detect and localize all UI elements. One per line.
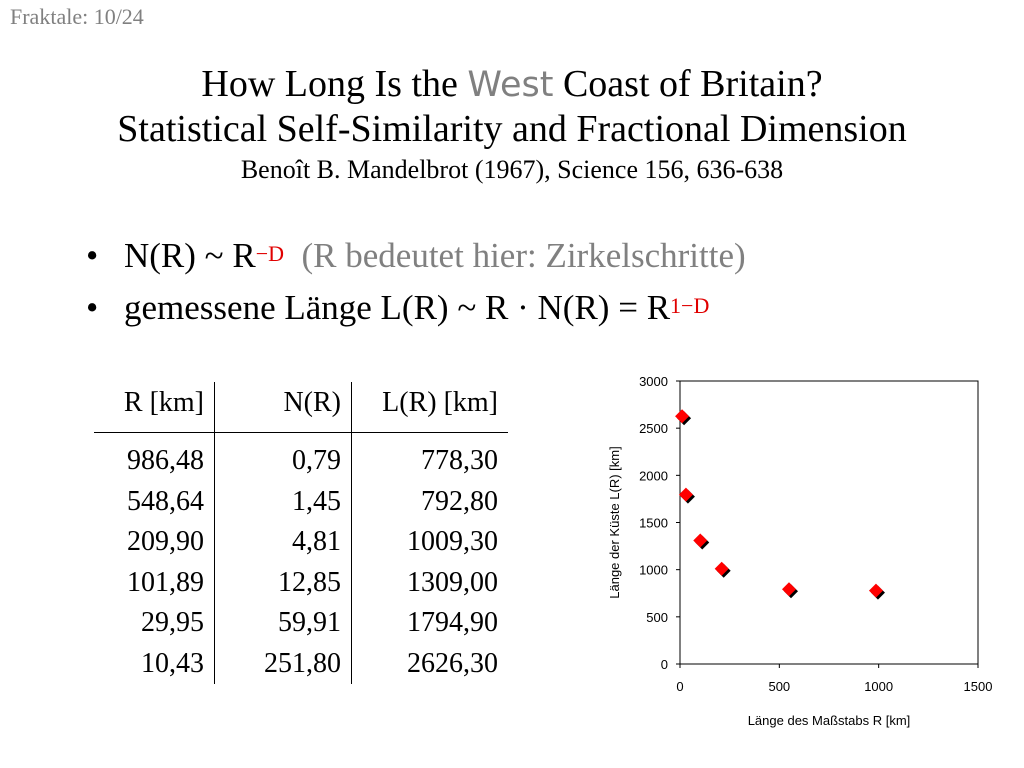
title-suffix: Coast of Britain? [562,63,823,105]
citation: Benoît B. Mandelbrot (1967), Science 156… [240,155,784,184]
data-table: R [km] N(R) L(R) [km] 986,48 0,79 778,30… [94,382,508,684]
column-header: N(R) [214,382,352,433]
y-tick-label: 0 [661,657,668,672]
table-cell: 1009,30 [407,526,498,557]
table-cell: 792,80 [421,485,498,517]
table-cell: 4,81 [214,522,352,563]
table-cell: 251,80 [214,643,352,684]
table-row: 29,95 59,91 1794,90 [94,603,508,644]
table-cell: 10,43 [94,643,215,684]
y-axis-label: Länge der Küste L(R) [km] [607,446,622,598]
table-cell: 1,45 [214,481,352,522]
slide-title: How Long Is the West Coast of Britain? S… [0,62,1024,187]
bullet-item: • gemessene Länge L(R) ~ R · N(R) = R1−D [84,282,746,334]
table-cell: 1794,90 [407,607,498,638]
table-row: 10,43 251,80 2626,30 [94,643,508,684]
exponent: 1−D [670,293,710,318]
table-row: 548,64 1,45 792,80 [94,481,508,522]
column-header: R [km] [94,382,215,433]
table-cell: 59,91 [214,603,352,644]
plot-area [679,380,979,665]
x-tick-label: 1500 [964,679,993,694]
bullet-item: • N(R) ~ R−D (R bedeutet hier: Zirkelsch… [84,230,746,282]
title-line-2: Statistical Self-Similarity and Fraction… [117,108,907,150]
data-point [675,409,690,424]
x-tick-label: 1000 [864,679,893,694]
slide-number-label: Fraktale: 10/24 [10,4,144,29]
y-tick-label: 1500 [639,516,668,531]
bullet-list: • N(R) ~ R−D (R bedeutet hier: Zirkelsch… [84,230,746,334]
bullet-formula: gemessene Länge L(R) ~ R · N(R) = R [124,288,671,327]
table-header-row: R [km] N(R) L(R) [km] [94,382,508,433]
data-point [781,582,796,597]
table-cell: 1309,00 [407,566,498,598]
y-tick-label: 3000 [639,374,668,389]
table-cell: 12,85 [214,562,352,603]
data-table-container: R [km] N(R) L(R) [km] 986,48 0,79 778,30… [94,382,508,684]
bullet-dot-icon: • [86,288,99,327]
table-cell: 209,90 [94,522,215,563]
x-axis-label: Länge des Maßstabs R [km] [748,713,911,728]
table-row: 986,48 0,79 778,30 [94,432,508,482]
y-tick-label: 2500 [639,421,668,436]
x-tick-label: 500 [768,679,790,694]
data-point [714,561,729,576]
scatter-chart: 0 500 1000 1500 2000 2500 3000 0 500 1000 1500 Läng… [607,374,993,728]
y-tick-label: 500 [646,610,668,625]
table-row: 101,89 12,85 1309,00 [94,562,508,603]
table-cell: 2626,30 [407,647,498,679]
y-tick-label: 2000 [639,468,668,483]
table-cell: 0,79 [214,432,352,482]
data-point [693,533,708,548]
exponent: −D [255,241,285,266]
table-cell: 101,89 [94,562,215,603]
table-cell: 778,30 [421,445,498,476]
bullet-dot-icon: • [86,236,99,275]
y-tick-label: 1000 [639,563,668,578]
title-highlight-word: West [467,65,554,105]
table-cell: 548,64 [94,481,215,522]
data-point [678,487,693,502]
column-header: L(R) [km] [351,382,508,433]
x-tick-label: 0 [676,679,683,694]
data-point [868,583,883,598]
title-line-1: How Long Is the West Coast of Britain? [0,62,1024,107]
table-cell: 986,48 [94,432,215,482]
table-row: 209,90 4,81 1009,30 [94,522,508,563]
bullet-formula: N(R) ~ R [124,236,256,275]
table-cell: 29,95 [94,603,215,644]
bullet-note: (R bedeutet hier: Zirkelschritte) [301,236,746,275]
title-prefix: How Long Is the [201,63,458,105]
